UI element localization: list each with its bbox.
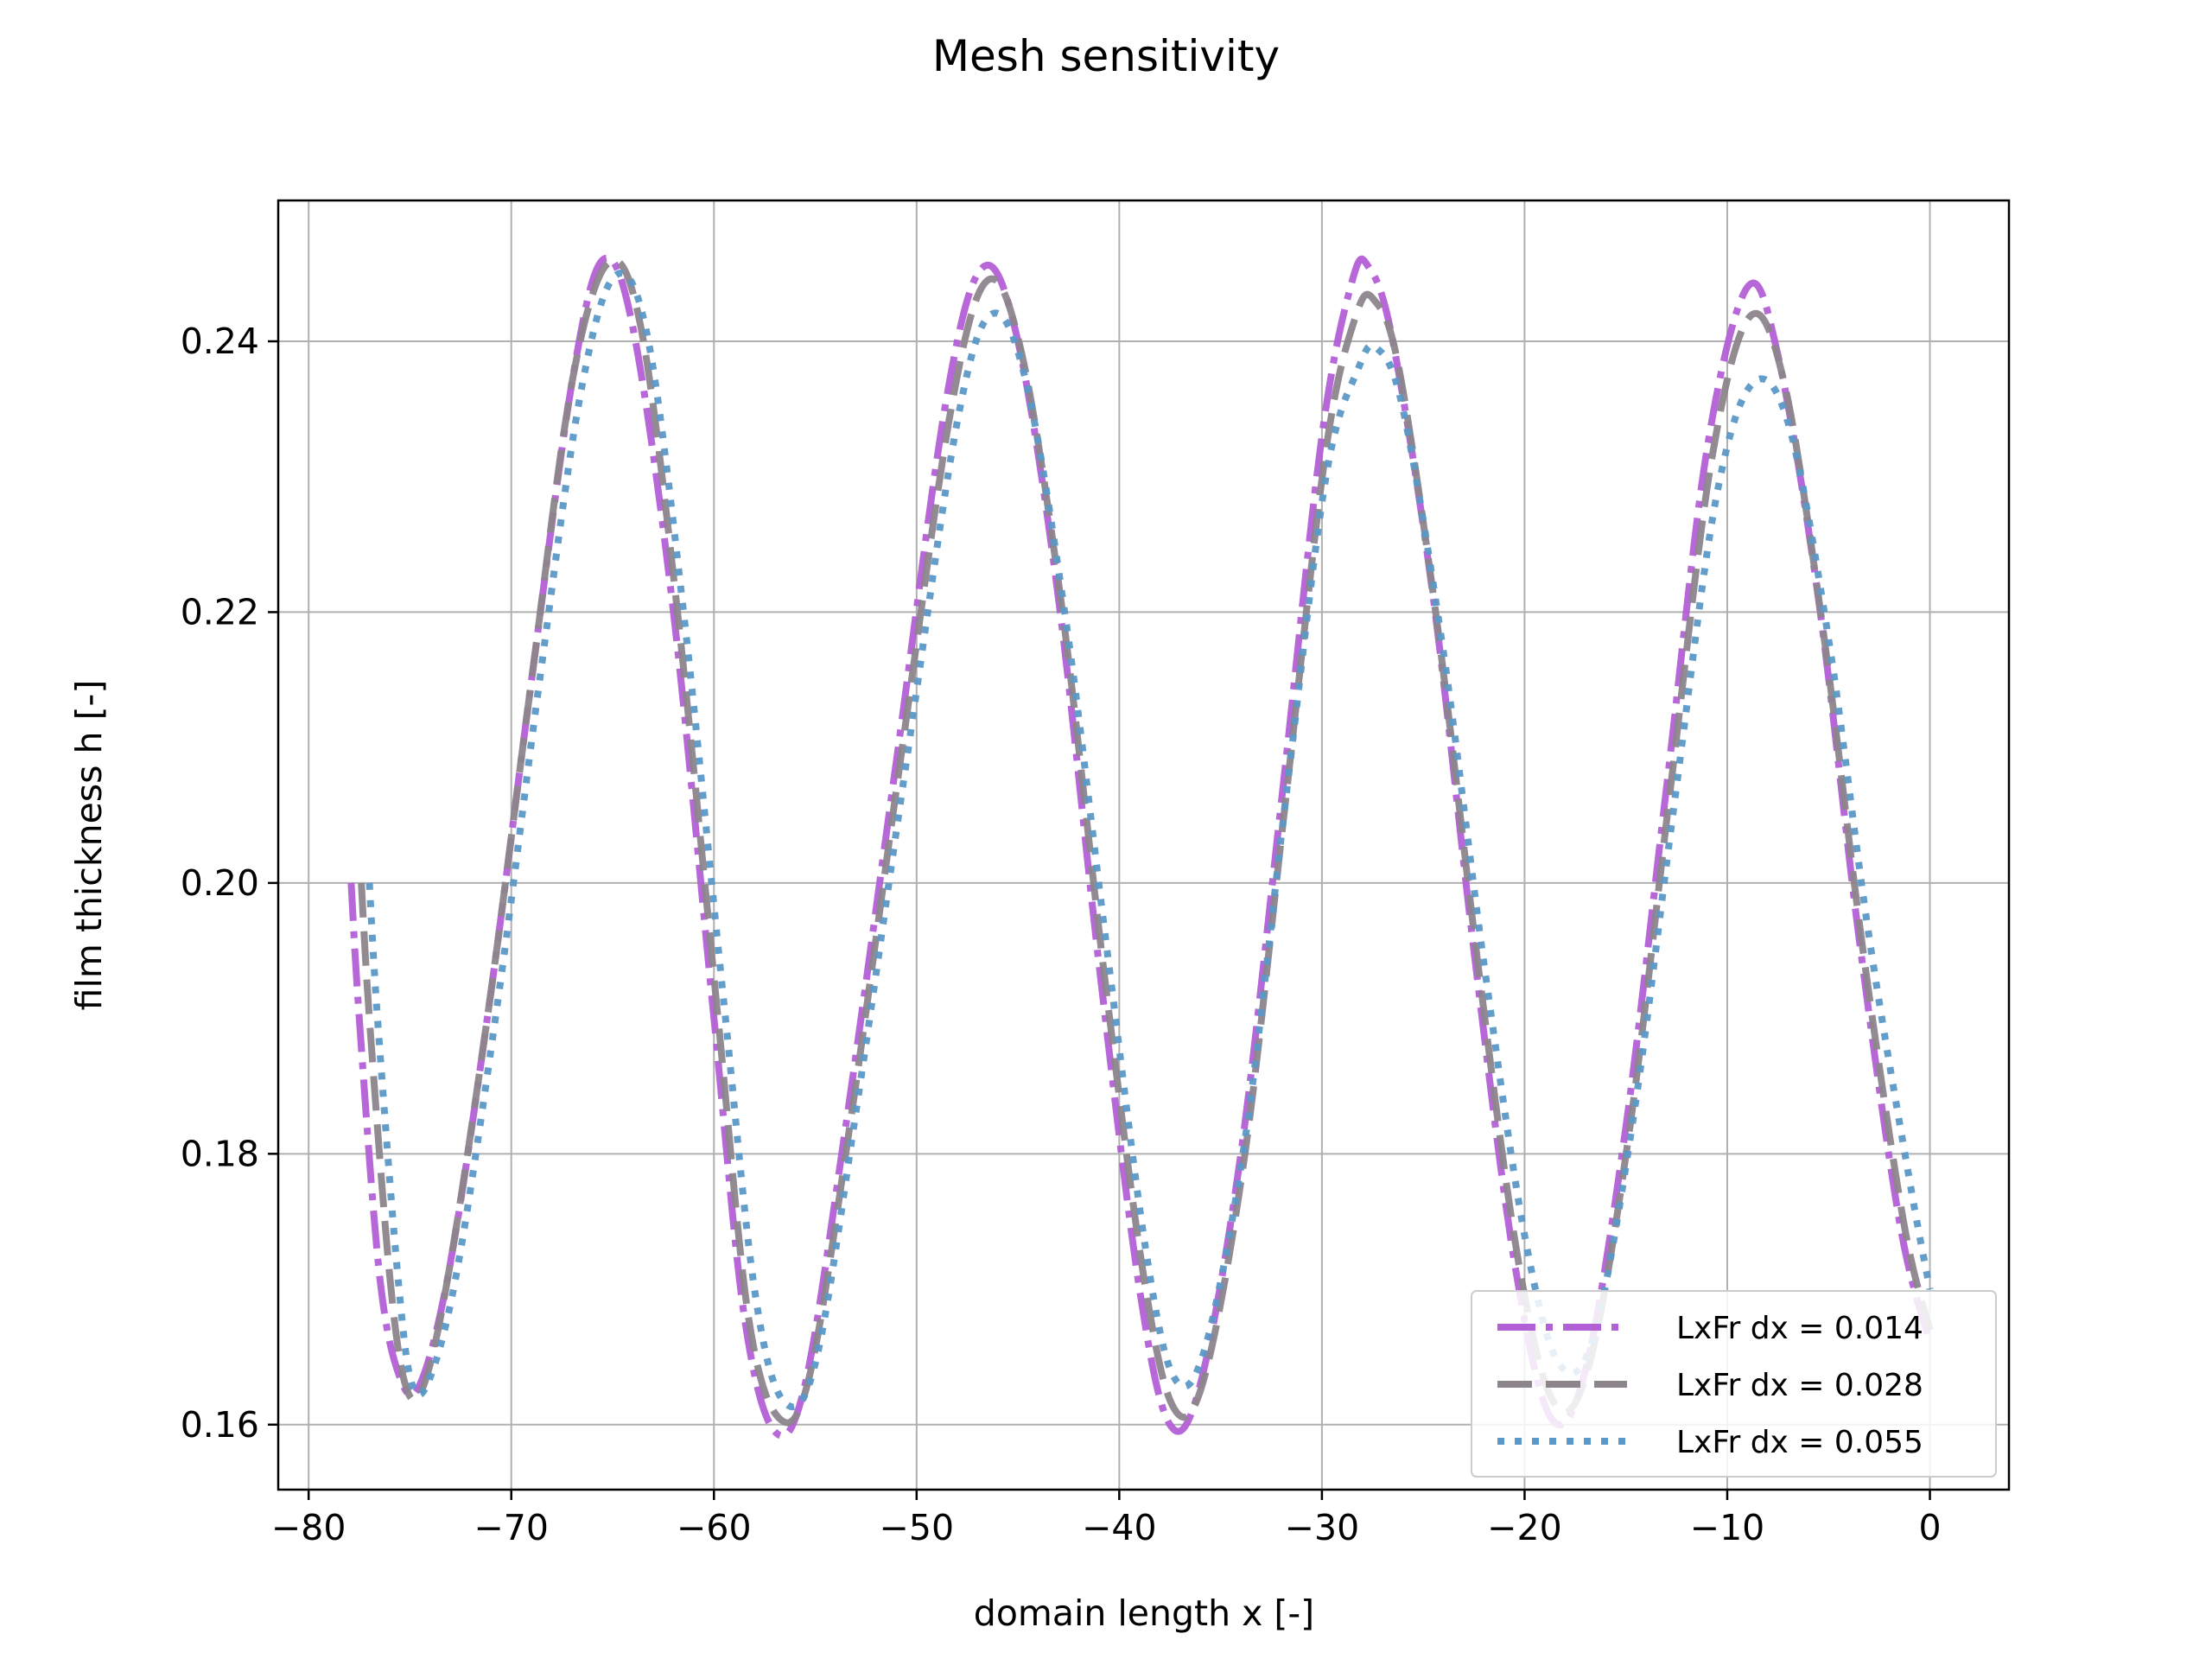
x-tick-label: −70 — [474, 1507, 549, 1548]
series-line-2 — [358, 257, 1934, 1427]
legend-label-3: LxFr dx = 0.055 — [1676, 1425, 1923, 1460]
x-tick-label: −80 — [271, 1507, 346, 1548]
plot-frame — [276, 199, 2011, 1491]
y-tick-label: 0.24 — [181, 321, 259, 362]
y-tick-label: 0.18 — [181, 1133, 259, 1174]
x-tick-label: −60 — [677, 1507, 752, 1548]
legend-label-1: LxFr dx = 0.014 — [1676, 1311, 1923, 1346]
series-group — [347, 254, 1934, 1440]
chart-title: Mesh sensitivity — [932, 31, 1280, 81]
y-tick-label: 0.20 — [181, 862, 259, 904]
legend-label-2: LxFr dx = 0.028 — [1676, 1368, 1923, 1403]
x-axis-title: domain length x [-] — [974, 1592, 1314, 1634]
x-tick-label: −10 — [1690, 1507, 1765, 1548]
x-tick-label: −40 — [1082, 1507, 1157, 1548]
x-tick-label: −50 — [880, 1507, 955, 1548]
y-axis-title: film thickness h [-] — [68, 680, 110, 1011]
x-tick-label: 0 — [1918, 1507, 1941, 1548]
axis-ticks: −80 −70 −60 −50 −40 −30 −20 −10 0 0.16 0.18 0.20 0.2… — [181, 321, 1942, 1548]
x-tick-label: −30 — [1285, 1507, 1360, 1548]
y-tick-label: 0.16 — [181, 1404, 259, 1446]
x-tick-label: −20 — [1487, 1507, 1562, 1548]
legend: LxFr dx = 0.014 LxFr dx = 0.028 LxFr dx = … — [1471, 1290, 1997, 1478]
legend-box — [1471, 1290, 1997, 1478]
y-tick-label: 0.22 — [181, 591, 259, 632]
